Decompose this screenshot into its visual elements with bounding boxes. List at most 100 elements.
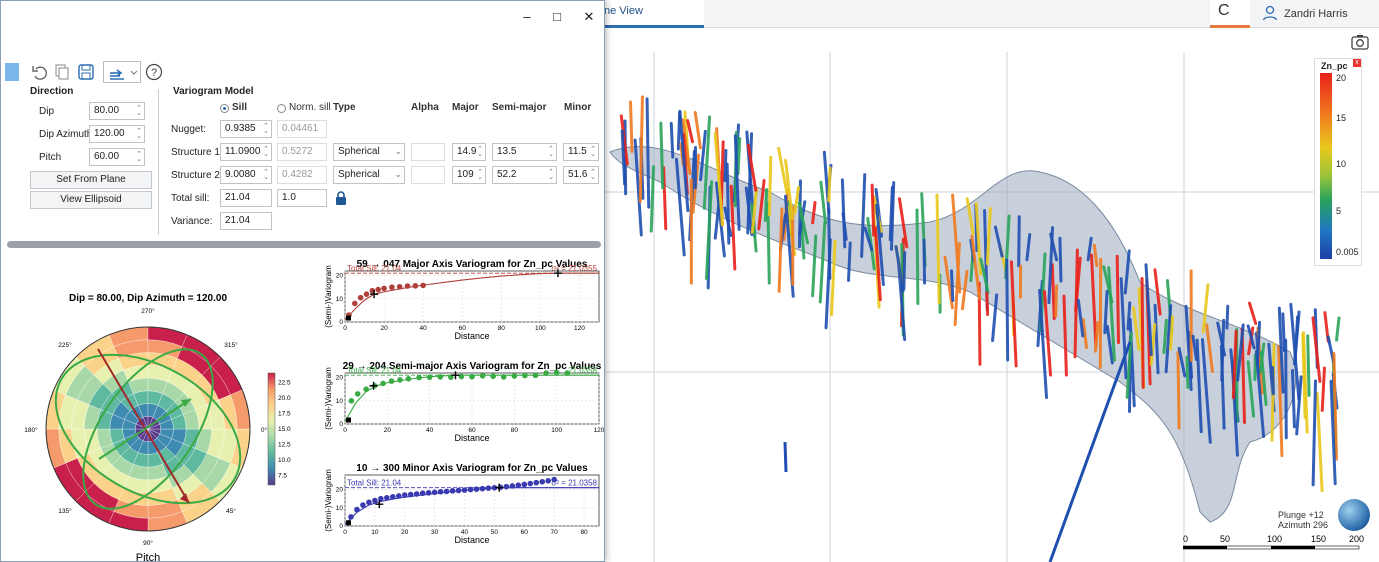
structure2-minor-input[interactable]: 51.6 ⌃ ⌄ <box>563 166 599 184</box>
structure1-sill-value: 11.0900 <box>225 146 261 157</box>
camera-icon[interactable] <box>1351 34 1369 50</box>
user-icon[interactable] <box>1262 5 1278 21</box>
x-tick-label: 40 <box>426 427 434 434</box>
sill-radio[interactable] <box>220 104 229 113</box>
structure1-label: Structure 1: <box>171 147 223 158</box>
data-point <box>395 493 402 499</box>
structure2-norm-input: 0.4282 <box>277 166 327 184</box>
minimize-button[interactable]: – <box>523 9 531 24</box>
pitch-input[interactable]: 60.00 ⌃ ⌄ <box>89 148 145 166</box>
structure1-semi-major-value: 13.5 <box>497 146 517 157</box>
x-tick-label: 70 <box>551 529 559 536</box>
data-point <box>458 373 465 380</box>
polar-title: Dip = 80.00, Dip Azimuth = 120.00 <box>69 293 227 304</box>
horizontal-scrollbar[interactable] <box>7 241 601 248</box>
variance-label: Variance: <box>171 216 213 227</box>
structure2-sill-input[interactable]: 9.0080 ⌃ ⌄ <box>220 166 272 184</box>
data-point <box>405 375 412 382</box>
data-point <box>425 490 432 496</box>
selection-indicator <box>5 63 19 81</box>
structure1-sill-input[interactable]: 11.0900 ⌃ ⌄ <box>220 143 272 161</box>
y-tick-label: 10 <box>336 296 344 303</box>
plot-xlabel: Distance <box>454 433 489 443</box>
data-point <box>551 476 557 483</box>
set-from-plane-button[interactable]: Set From Plane <box>30 171 152 189</box>
structure1-alpha-input <box>411 143 445 161</box>
color-swatch-button[interactable]: C <box>1210 0 1250 28</box>
x-tick-label: 120 <box>574 325 585 332</box>
x-tick-label: 30 <box>431 529 439 536</box>
help-icon[interactable]: ? <box>145 63 163 81</box>
structure1-norm-value: 0.5272 <box>282 146 313 157</box>
structure2-semi-major-input[interactable]: 52.2 ⌃ ⌄ <box>492 166 557 184</box>
orientation-globe-icon[interactable] <box>1338 499 1370 531</box>
data-point <box>354 506 360 513</box>
zn-legend: Zn_pc x 20 15 10 5 0.005 <box>1314 58 1362 266</box>
structure2-label: Structure 2: <box>171 170 223 181</box>
scale-label: 0 <box>1183 534 1188 544</box>
norm-sill-radio[interactable] <box>277 104 286 113</box>
title-bar: – □ ✕ <box>1 1 604 33</box>
data-point <box>543 370 549 376</box>
polar-angle-label: 90° <box>143 539 153 547</box>
x-tick-label: 0 <box>343 325 347 332</box>
dip-azimuth-label: Dip Azimuth <box>39 129 93 140</box>
undo-icon[interactable] <box>31 63 49 81</box>
dip-input[interactable]: 80.00 ⌃ ⌄ <box>89 102 145 120</box>
legend-colorbar <box>1320 73 1332 259</box>
polar-angle-label: 0° <box>261 426 268 434</box>
data-point <box>416 374 422 381</box>
plot-ylabel: (Semi-)Variogram <box>324 367 333 430</box>
sill-radio-label: Sill <box>232 102 248 113</box>
close-button[interactable]: ✕ <box>583 9 595 24</box>
data-point <box>360 502 366 508</box>
toolbar: ? <box>1 57 604 87</box>
structure1-major-input[interactable]: 14.9 ⌃ ⌄ <box>452 143 486 161</box>
data-point <box>515 482 522 488</box>
variogram-plot-1: 59 → 047 Major Axis Variogram for Zn_pc … <box>324 259 600 341</box>
save-icon[interactable] <box>77 63 95 81</box>
total-sill-label: Total sill: <box>171 193 210 204</box>
maximize-button[interactable]: □ <box>553 9 561 24</box>
plot-title: 10 → 300 Minor Axis Variogram for Zn_pc … <box>356 463 588 474</box>
structure1-major-value: 14.9 <box>457 146 477 157</box>
data-point <box>532 372 539 379</box>
data-point <box>396 283 403 290</box>
data-point <box>443 488 450 495</box>
structure1-minor-input[interactable]: 11.5 ⌃ ⌄ <box>563 143 599 161</box>
pitch-label: Pitch <box>39 152 62 163</box>
total-sill-field: 21.04 <box>220 189 272 207</box>
sill-value-label: σ² = 21.0358 <box>551 479 597 488</box>
dip-value: 80.00 <box>94 105 120 116</box>
view-ellipsoid-button[interactable]: View Ellipsoid <box>30 191 152 209</box>
x-tick-label: 80 <box>511 427 519 434</box>
major-axis-arrow <box>97 348 190 504</box>
x-tick-label: 120 <box>594 427 605 434</box>
structure2-type-select[interactable]: Spherical ⌄ <box>333 166 405 184</box>
data-point <box>426 374 433 380</box>
structure2-major-input[interactable]: 109 ⌃ ⌄ <box>452 166 486 184</box>
structure1-type-select[interactable]: Spherical ⌄ <box>333 143 405 161</box>
scene-view[interactable]: ne View C Zandri Harris Zn_pc x 20 15 10… <box>600 0 1379 562</box>
chevron-down-icon <box>130 70 138 75</box>
dip-label: Dip <box>39 106 55 117</box>
structure1-type-value: Spherical <box>338 146 380 157</box>
tab-scene-view[interactable]: ne View <box>600 0 704 28</box>
legend-close-icon[interactable]: x <box>1353 59 1361 67</box>
nugget-sill-input[interactable]: 0.9385 ⌃ ⌄ <box>220 120 272 138</box>
structure2-major-value: 109 <box>457 169 474 180</box>
data-point <box>378 495 384 502</box>
range-marker <box>369 381 378 390</box>
plot-title: 29 → 204 Semi-major Axis Variogram for Z… <box>343 361 602 372</box>
dip-azimuth-input[interactable]: 120.00 ⌃ ⌄ <box>89 125 145 143</box>
structure1-semi-major-input[interactable]: 13.5 ⌃ ⌄ <box>492 143 557 161</box>
lock-icon[interactable] <box>335 191 347 205</box>
copy-icon[interactable] <box>53 63 71 81</box>
x-tick-label: 60 <box>459 325 467 332</box>
data-point <box>420 282 426 289</box>
nugget-label: Nugget: <box>171 124 207 135</box>
data-point <box>521 481 528 488</box>
export-dropdown[interactable] <box>103 61 141 83</box>
structure2-semi-major-value: 52.2 <box>497 169 517 180</box>
semi-major-arrowhead <box>181 399 191 407</box>
